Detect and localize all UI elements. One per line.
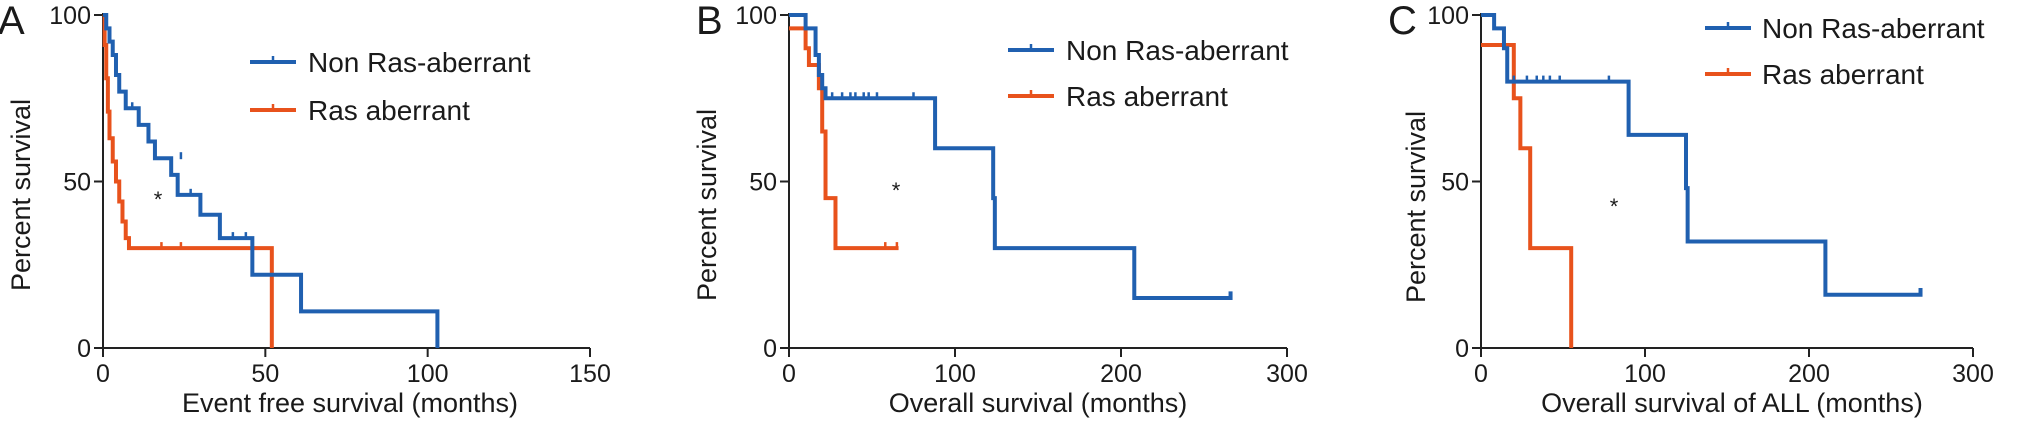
x-tick-label: 100 — [934, 360, 976, 388]
y-tick-label: 50 — [63, 169, 91, 197]
legend-label-non-ras: Non Ras-aberrant — [1066, 35, 1289, 66]
x-tick-label: 300 — [1952, 360, 1994, 388]
legend-label-ras: Ras aberrant — [1762, 59, 1924, 90]
x-tick-label: 100 — [1624, 360, 1666, 388]
panel-label: C — [1388, 0, 1417, 43]
x-tick-label: 50 — [251, 360, 279, 388]
panel-label: A — [0, 0, 25, 43]
legend-label-non-ras: Non Ras-aberrant — [308, 47, 531, 78]
x-tick-label: 150 — [569, 360, 611, 388]
x-tick-label: 0 — [96, 360, 110, 388]
y-tick-label: 50 — [1441, 169, 1469, 197]
y-tick-label: 100 — [735, 2, 777, 30]
non-ras-aberrant-survival-curve — [1481, 13, 1923, 297]
panel-c: C Overall survival of ALL (months) Perce… — [1388, 0, 1994, 418]
y-tick-label: 0 — [763, 335, 777, 363]
x-tick-label: 0 — [782, 360, 796, 388]
ras-aberrant-survival-curve — [1481, 42, 1574, 348]
x-tick-label: 100 — [407, 360, 449, 388]
panel-b: B Overall survival (months) Percent surv… — [692, 0, 1308, 418]
legend-label-ras: Ras aberrant — [308, 95, 470, 126]
ras-aberrant-survival-curve — [102, 13, 274, 348]
significance-marker: * — [1610, 194, 1619, 219]
legend-label-ras: Ras aberrant — [1066, 81, 1228, 112]
x-tick-label: 300 — [1266, 360, 1308, 388]
non-ras-aberrant-survival-curve — [789, 13, 1233, 301]
non-ras-aberrant-survival-curve — [103, 13, 440, 348]
y-tick-label: 100 — [1427, 2, 1469, 30]
significance-marker: * — [154, 187, 163, 212]
y-tick-label: 50 — [749, 169, 777, 197]
y-tick-label: 100 — [49, 2, 91, 30]
y-tick-label: 0 — [1455, 335, 1469, 363]
panel-a: A Event free survival (months) Percent s… — [0, 0, 611, 418]
x-tick-label: 0 — [1474, 360, 1488, 388]
x-tick-label: 200 — [1788, 360, 1830, 388]
axis-ticks: 0 100 200 300 0 50 100 — [735, 2, 1308, 388]
x-tick-label: 200 — [1100, 360, 1142, 388]
y-axis-title: Percent survival — [1401, 111, 1431, 303]
ras-aberrant-survival-curve — [789, 26, 899, 251]
plot-area — [1481, 13, 1923, 348]
legend-label-non-ras: Non Ras-aberrant — [1762, 13, 1985, 44]
significance-marker: * — [892, 178, 901, 203]
axis-ticks: 0 100 200 300 0 50 100 — [1427, 2, 1994, 388]
plot-area — [102, 13, 440, 348]
x-axis-title: Event free survival (months) — [182, 388, 518, 418]
panel-label: B — [696, 0, 723, 43]
y-tick-label: 0 — [77, 335, 91, 363]
x-axis-title: Overall survival of ALL (months) — [1541, 388, 1923, 418]
y-axis-title: Percent survival — [692, 109, 722, 301]
plot-area — [789, 13, 1233, 301]
x-axis-title: Overall survival (months) — [889, 388, 1188, 418]
axis-ticks: 0 50 100 150 0 50 100 — [49, 2, 611, 388]
y-axis-title: Percent survival — [6, 99, 36, 291]
